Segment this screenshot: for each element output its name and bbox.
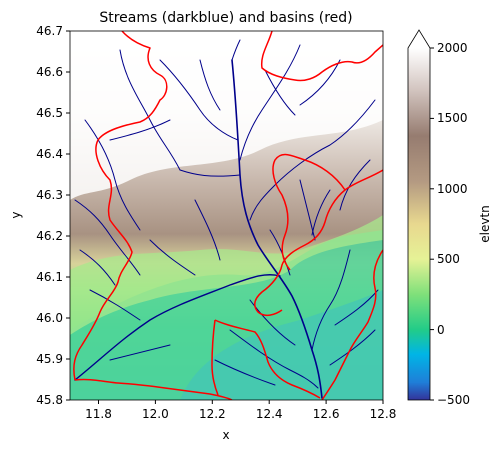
- basin-east-inner: [254, 169, 383, 317]
- y-axis: 45.8 45.9 46.0 46.1 46.2 46.3 46.4 46.5 …: [9, 24, 70, 407]
- plot-frame: [69, 30, 384, 401]
- stream: [109, 119, 171, 141]
- stream: [109, 344, 171, 361]
- basin-southeast: [214, 319, 321, 399]
- y-tick-label: 46.4: [36, 147, 63, 161]
- stream: [249, 99, 376, 221]
- colorbar-extend-arrow: [408, 30, 430, 48]
- basin-southeast-right: [321, 249, 383, 400]
- high-mountain-zone: [70, 31, 383, 200]
- stream: [334, 289, 379, 326]
- basin-southeast-left: [211, 319, 219, 396]
- colorbar-tick-label: 1000: [437, 182, 468, 196]
- stream: [264, 69, 296, 116]
- x-tick-label: 12.0: [142, 407, 169, 421]
- map-area: [70, 31, 383, 400]
- y-tick-label: 46.1: [36, 270, 63, 284]
- colorbar-tick-label: 500: [437, 252, 460, 266]
- stream: [194, 199, 221, 261]
- basin-east: [260, 31, 383, 82]
- colorbar-outline: [407, 29, 431, 401]
- stream: [239, 44, 301, 161]
- stream-west-trunk: [74, 274, 281, 381]
- stream: [339, 159, 371, 211]
- colorbar-tick-label: 1500: [437, 111, 468, 125]
- stream: [159, 59, 239, 141]
- stream: [299, 59, 341, 106]
- stream: [149, 239, 196, 276]
- y-tick-label: 46.6: [36, 65, 63, 79]
- stream: [229, 329, 319, 389]
- colorbar-tick-label: 2000: [437, 41, 468, 55]
- colorbar-body: [408, 48, 430, 400]
- y-tick-label: 45.8: [36, 393, 63, 407]
- streams: [74, 39, 379, 399]
- basin-boundaries: [73, 31, 383, 400]
- y-tick-label: 45.9: [36, 352, 63, 366]
- stream: [89, 289, 141, 321]
- stream: [329, 329, 376, 366]
- stream: [179, 169, 241, 177]
- chart-title: Streams (darkblue) and basins (red): [99, 10, 352, 26]
- basin-southwest: [74, 378, 233, 400]
- stream: [311, 249, 351, 351]
- stream: [119, 49, 181, 171]
- basin-central: [73, 31, 168, 381]
- x-tick-label: 12.6: [313, 407, 340, 421]
- plain-zone: [180, 290, 383, 400]
- stream: [311, 189, 331, 236]
- stream: [74, 199, 141, 276]
- stream: [199, 59, 221, 111]
- y-axis-label: y: [9, 211, 23, 218]
- colorbar-tick-label: −500: [437, 393, 470, 407]
- y-tick-label: 46.7: [36, 24, 63, 38]
- y-tick-label: 46.0: [36, 311, 63, 325]
- basin-ridge: [272, 153, 346, 271]
- x-tick-label: 11.8: [85, 407, 112, 421]
- stream: [79, 249, 116, 286]
- colorbar: −500 0 500 1000 1500 2000 elevtn: [407, 29, 492, 407]
- y-tick-label: 46.3: [36, 188, 63, 202]
- colorbar-tick-label: 0: [437, 323, 445, 337]
- y-tick-label: 46.2: [36, 229, 63, 243]
- stream: [299, 179, 316, 241]
- stream: [231, 39, 241, 61]
- x-axis: 11.8 12.0 12.2 12.4 12.6 12.8 x: [85, 400, 396, 442]
- colorbar-label: elevtn: [478, 205, 492, 243]
- stream: [214, 359, 276, 386]
- x-tick-label: 12.4: [256, 407, 283, 421]
- stream: [84, 119, 141, 231]
- x-axis-label: x: [222, 428, 229, 442]
- foothill-zone: [70, 215, 383, 335]
- x-tick-label: 12.8: [370, 407, 397, 421]
- x-tick-label: 12.2: [199, 407, 226, 421]
- y-tick-label: 46.5: [36, 106, 63, 120]
